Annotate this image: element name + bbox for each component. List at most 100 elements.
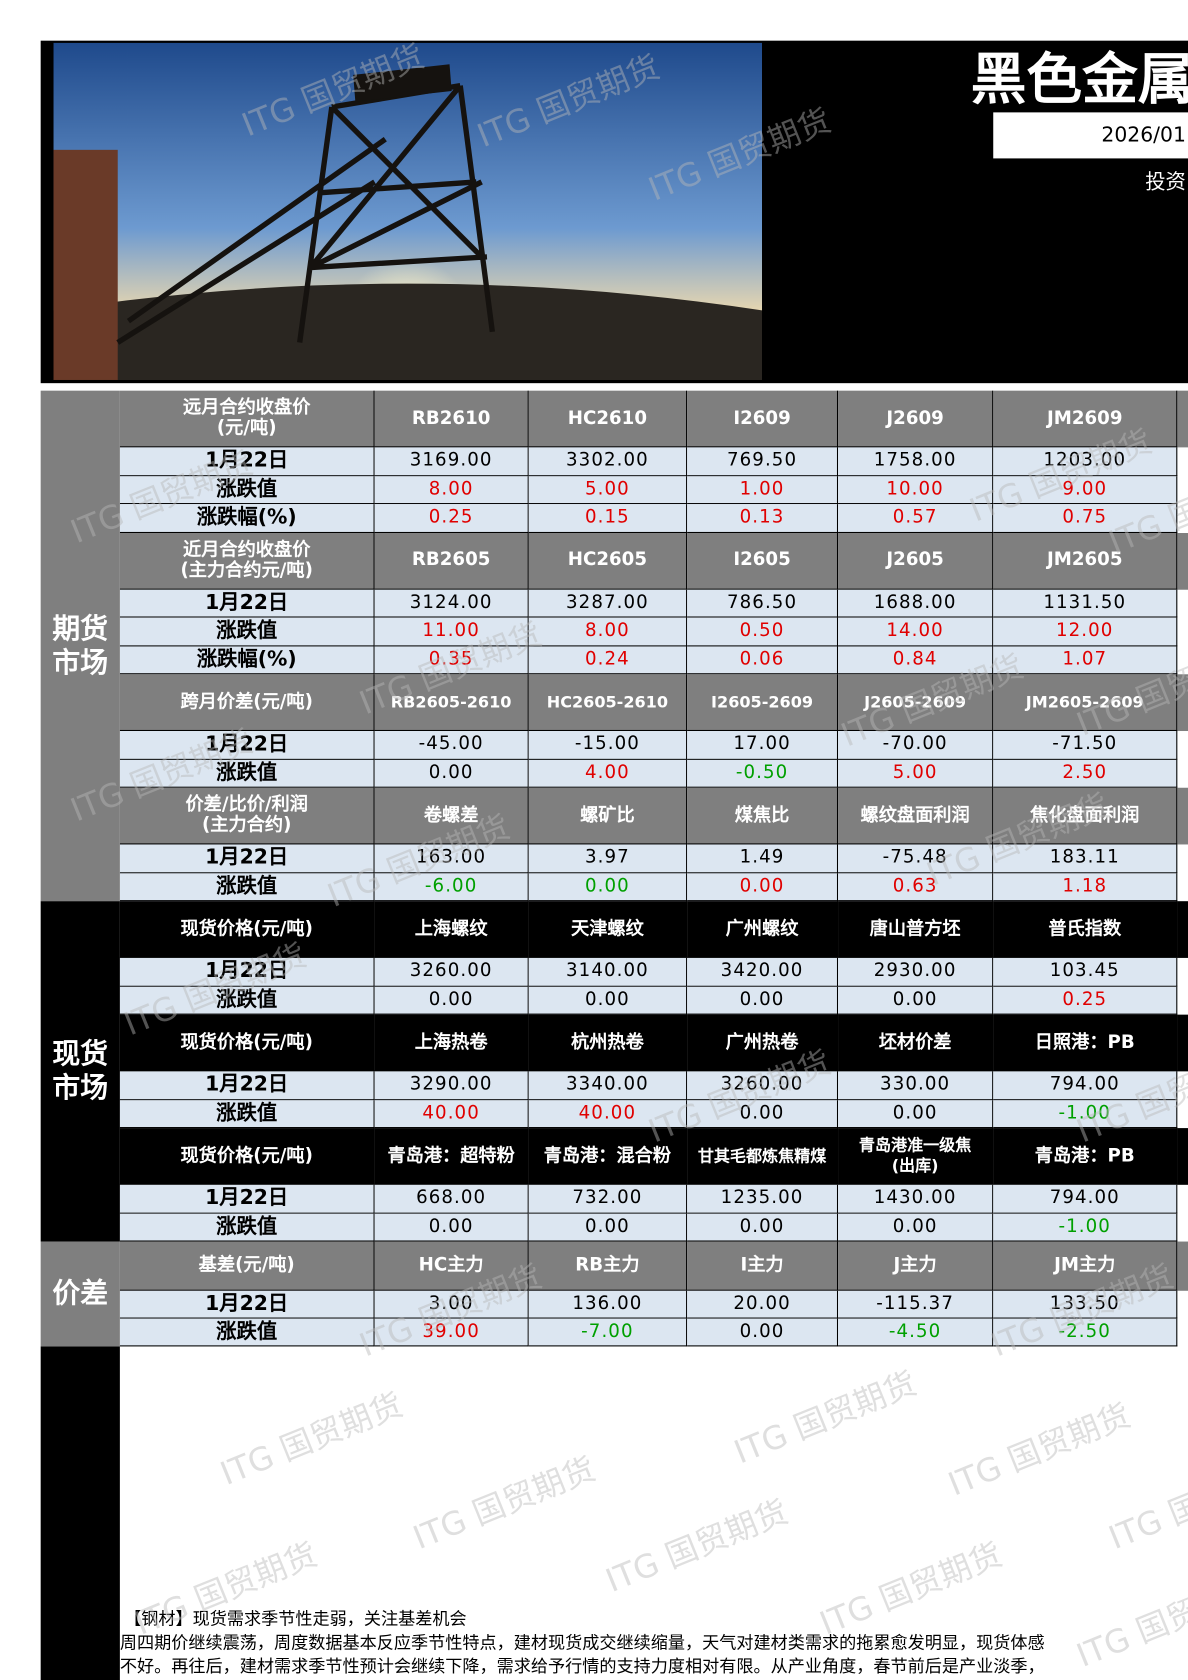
value-cell: 0.57 (838, 504, 994, 533)
column-header: JM2609 (993, 390, 1178, 448)
value-cell: 1.18 (993, 872, 1178, 902)
value-cell: 2.50 (993, 759, 1178, 788)
value-cell: 0.00 (838, 1099, 994, 1129)
value-cell: 20.00 (687, 1290, 839, 1319)
row-group-header: 远月合约收盘价 (元/吨) (119, 390, 375, 448)
column-header: I2609 (687, 390, 839, 448)
value-cell: 103.45 (993, 957, 1178, 987)
report-date: 2026/01 (993, 112, 1188, 159)
header-tail (1177, 1014, 1188, 1072)
column-header: JM主力 (993, 1241, 1178, 1291)
row-label: 1月22日 (119, 1290, 375, 1319)
value-cell: 0.06 (687, 645, 839, 675)
header-tail (1177, 1241, 1188, 1291)
value-cell: 3.00 (374, 1290, 529, 1319)
column-header: J2609 (838, 390, 994, 448)
row-label: 涨跌幅(%) (119, 504, 375, 533)
watermark: ITG 国贸期货 (943, 1397, 1136, 1504)
column-header: HC2605 (528, 532, 688, 590)
section-label-line: 期货 (52, 612, 109, 645)
report-subtitle: 投资 (1145, 170, 1186, 194)
row-label: 涨跌值 (119, 617, 375, 646)
row-label: 涨跌幅(%) (119, 645, 375, 675)
column-header: 杭州热卷 (528, 1014, 688, 1072)
value-cell: 14.00 (838, 617, 994, 646)
column-header: JM2605 (993, 532, 1178, 590)
value-cell: 4.00 (528, 759, 688, 788)
row-label: 涨跌值 (119, 759, 375, 788)
column-header: HC2610 (528, 390, 688, 448)
value-cell: 8.00 (528, 617, 688, 646)
header-tail (1177, 1128, 1188, 1185)
row-label: 涨跌值 (119, 1213, 375, 1242)
column-header: 青岛港：超特粉 (374, 1128, 529, 1185)
value-cell: 40.00 (374, 1099, 529, 1129)
value-cell: 3140.00 (528, 957, 688, 987)
value-cell: 0.35 (374, 645, 529, 675)
value-cell: 769.50 (687, 447, 839, 476)
row-group-header: 价差/比价/利润 (主力合约) (119, 787, 375, 845)
column-header: HC2605-2610 (528, 674, 688, 732)
column-header: 普氏指数 (993, 901, 1178, 958)
value-cell: 732.00 (528, 1184, 688, 1214)
value-cell: -70.00 (838, 731, 994, 760)
value-cell: 2930.00 (838, 957, 994, 987)
value-cell: 39.00 (374, 1318, 529, 1347)
value-cell: -115.37 (838, 1290, 994, 1319)
value-cell: 163.00 (374, 844, 529, 873)
column-header: 青岛港：混合粉 (528, 1128, 688, 1185)
value-cell: 0.00 (687, 1213, 839, 1242)
column-header: 日照港：PB (993, 1014, 1178, 1072)
commentary: 【钢材】现货需求季节性走弱，关注基差机会 周四期价继续震荡，周度数据基本反应季节… (120, 1608, 1184, 1679)
column-header: J2605 (838, 532, 994, 590)
row-label: 1月22日 (119, 731, 375, 760)
row-label: 1月22日 (119, 1071, 375, 1100)
row-label: 1月22日 (119, 957, 375, 987)
value-cell: -1.00 (993, 1213, 1178, 1242)
row-group-header: 近月合约收盘价 (主力合约元/吨) (119, 532, 375, 590)
row-label: 1月22日 (119, 844, 375, 873)
header-tail (1177, 901, 1188, 958)
section-label: 现货 市场 (40, 901, 120, 1242)
column-header: 螺矿比 (528, 787, 688, 845)
row-group-header: 跨月价差(元/吨) (119, 674, 375, 732)
column-header: 上海热卷 (374, 1014, 529, 1072)
value-cell: -0.50 (687, 759, 839, 788)
section-label-line: 现货 (52, 1038, 109, 1071)
value-cell: 0.00 (374, 759, 529, 788)
column-header: RB2605-2610 (374, 674, 529, 732)
watermark: ITG 国贸期货 (729, 1364, 922, 1472)
value-cell: -15.00 (528, 731, 688, 760)
section-label-line: 市场 (52, 1072, 109, 1105)
value-cell: 3.97 (528, 844, 688, 873)
value-cell: 11.00 (374, 617, 529, 646)
value-cell: 3260.00 (687, 1071, 839, 1100)
column-header: JM2605-2609 (993, 674, 1178, 732)
value-cell: 786.50 (687, 589, 839, 618)
value-cell: 794.00 (993, 1184, 1178, 1214)
section-label: 期货 市场 (40, 390, 120, 902)
value-cell: 0.15 (528, 504, 688, 533)
value-cell: 17.00 (687, 731, 839, 760)
header-tail (1177, 390, 1188, 448)
value-cell: 9.00 (993, 475, 1178, 505)
value-cell: 330.00 (838, 1071, 994, 1100)
column-header: RB2605 (374, 532, 529, 590)
section-label-line: 价差 (52, 1277, 109, 1311)
value-cell: 0.84 (838, 645, 994, 675)
row-label: 涨跌值 (119, 1099, 375, 1129)
column-header: 甘其毛都炼焦精煤 (687, 1128, 839, 1185)
value-cell: 794.00 (993, 1071, 1178, 1100)
watermark: ITG 国贸期货 (215, 1386, 409, 1494)
value-cell: 0.24 (528, 645, 688, 675)
row-label: 涨跌值 (119, 475, 375, 505)
value-cell: 1430.00 (838, 1184, 994, 1214)
value-cell: 1131.50 (993, 589, 1178, 618)
column-header: I2605 (687, 532, 839, 590)
value-cell: 0.00 (838, 986, 994, 1015)
value-cell: 1235.00 (687, 1184, 839, 1214)
value-cell: 0.00 (528, 986, 688, 1015)
report-title: 黑色金属 (970, 48, 1188, 113)
row-group-header: 现货价格(元/吨) (119, 901, 375, 958)
value-cell: 40.00 (528, 1099, 688, 1129)
